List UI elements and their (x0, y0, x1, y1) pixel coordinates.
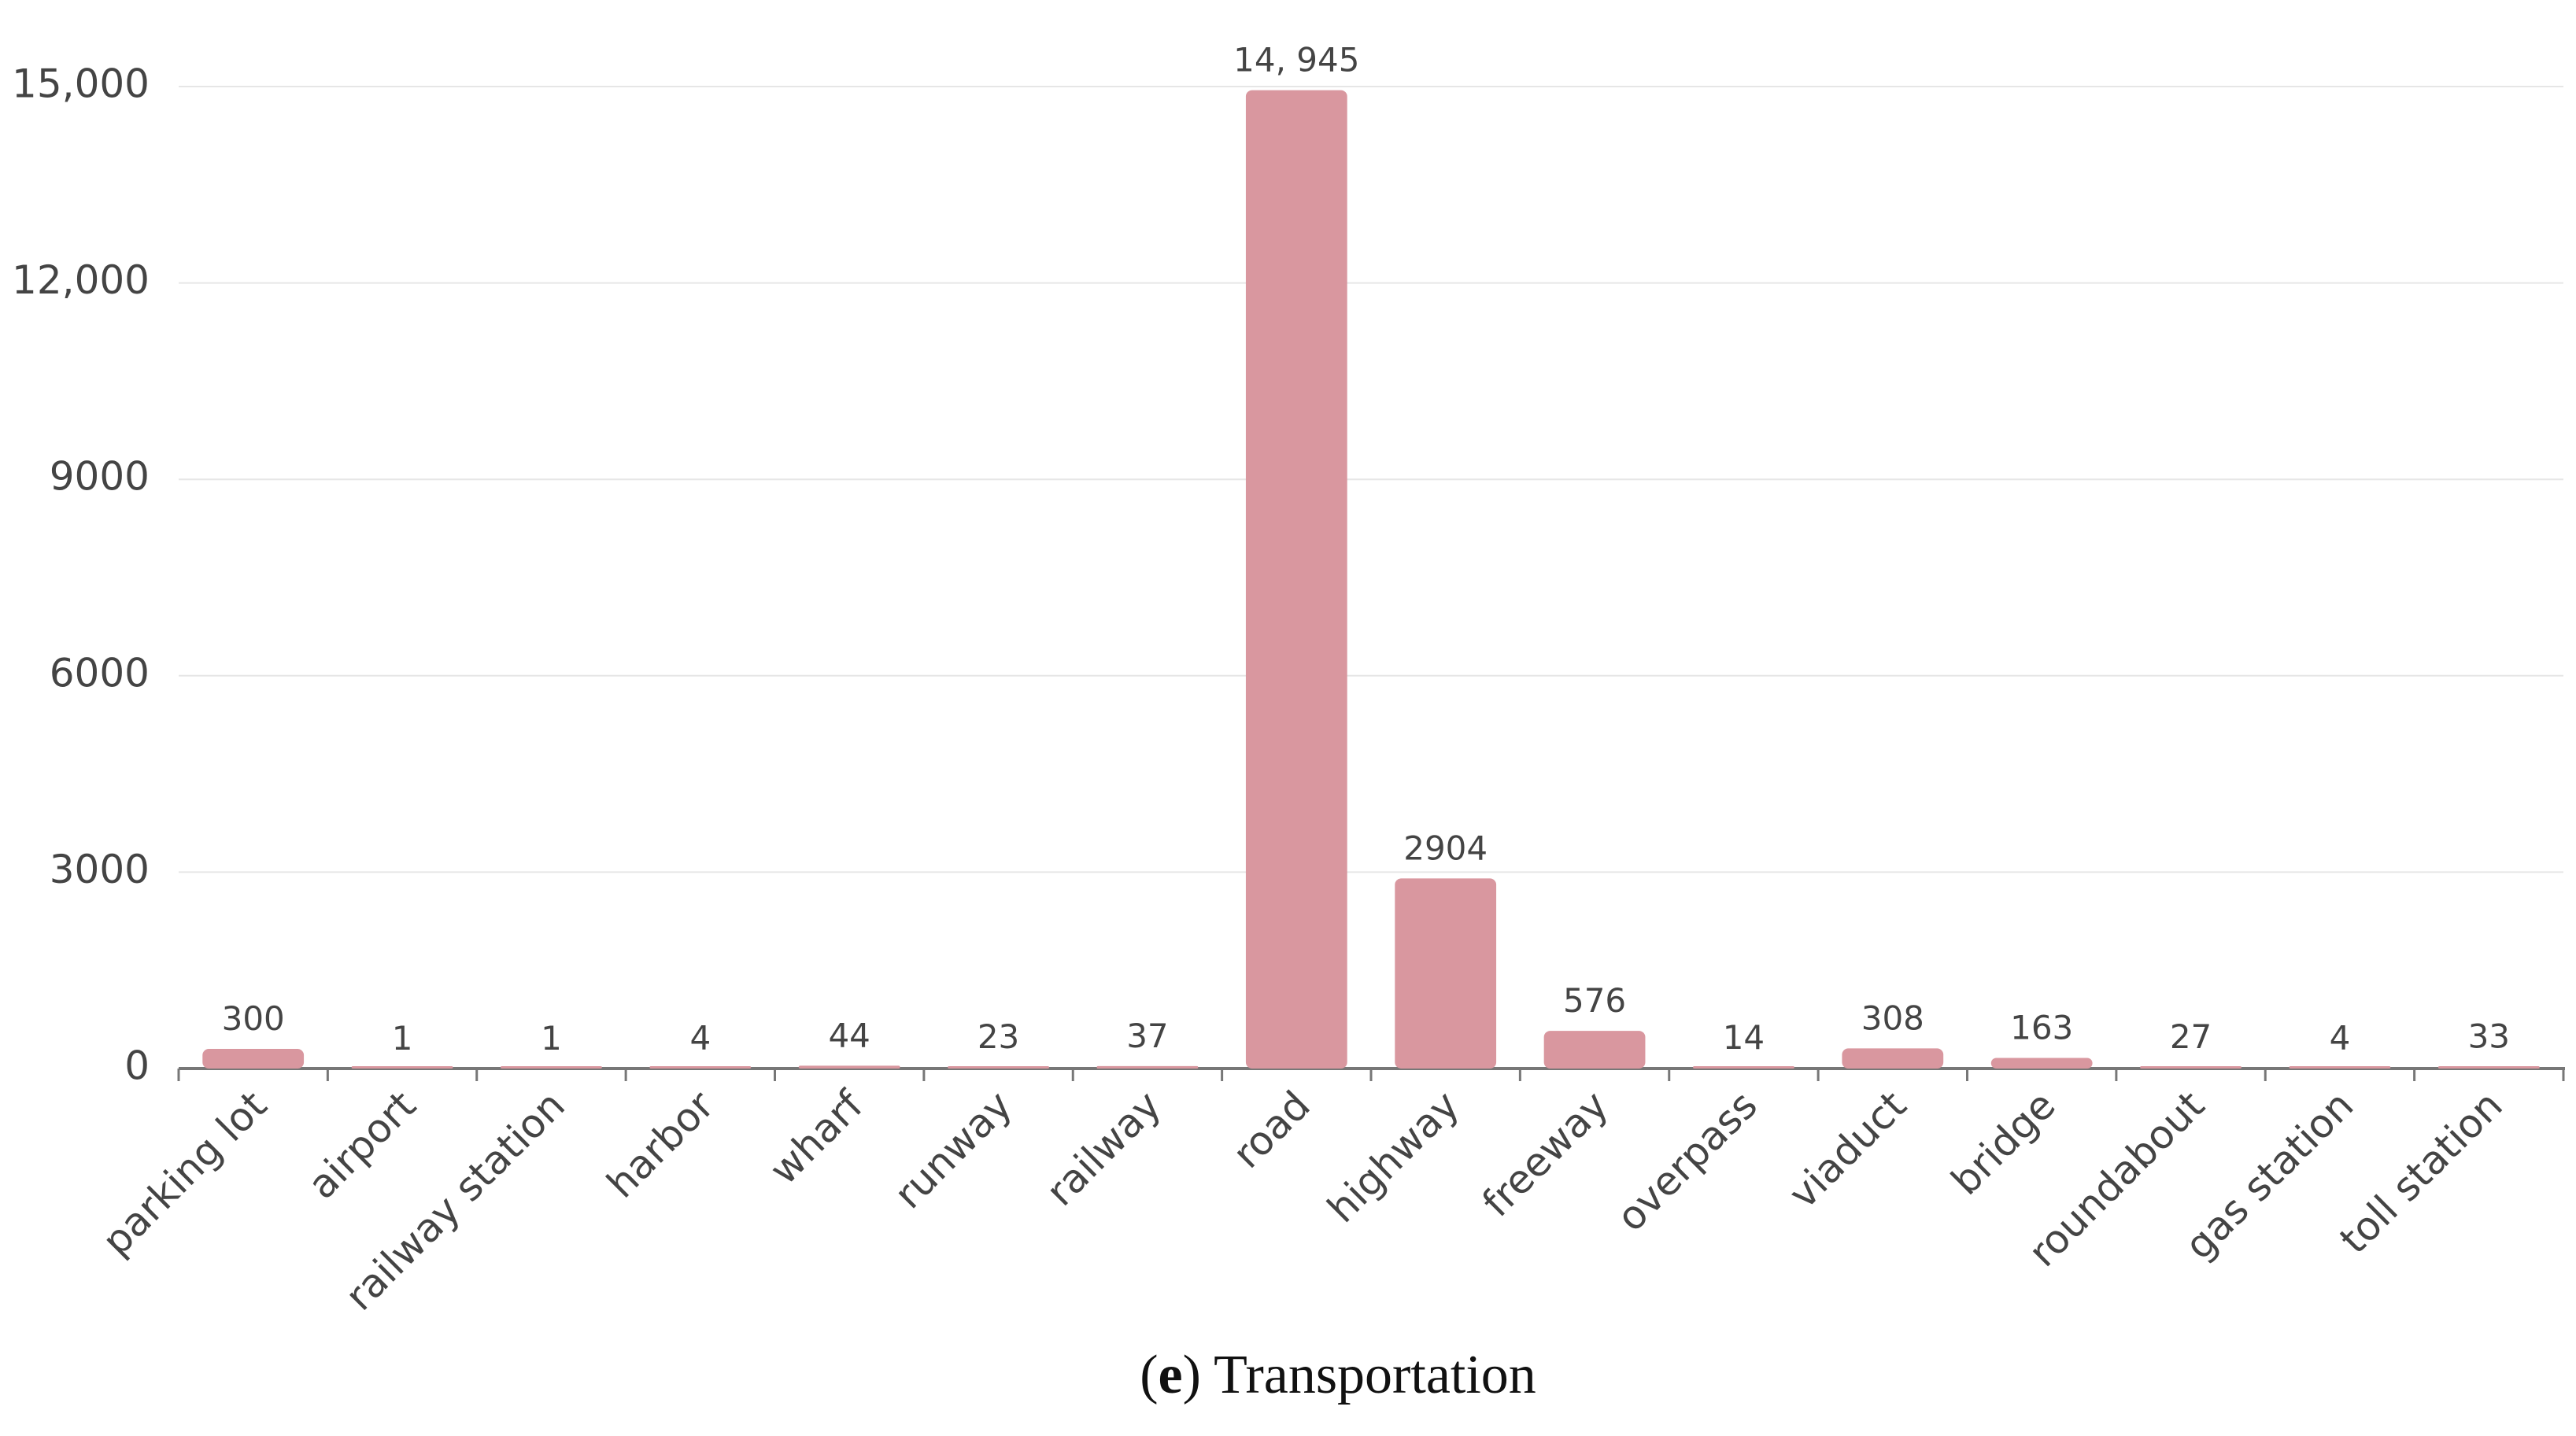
value-label: 2904 (1403, 829, 1488, 867)
bar (1693, 1066, 1794, 1069)
caption-letter: e (1159, 1345, 1183, 1405)
x-tick-label: freeway (1473, 1082, 1617, 1225)
value-label: 1 (392, 1019, 413, 1058)
x-tick-label: highway (1319, 1082, 1469, 1231)
x-tick-label: bridge (1942, 1082, 2064, 1203)
bar (1543, 1031, 1646, 1069)
x-tick-label: parking lot (94, 1082, 275, 1264)
y-tick-label: 6000 (50, 650, 150, 696)
caption: (e) Transportation (1140, 1345, 1536, 1405)
x-tick-label: road (1224, 1082, 1319, 1177)
y-tick-label: 12,000 (12, 257, 150, 303)
y-tick-label: 3000 (50, 847, 150, 892)
value-label: 14, 945 (1233, 41, 1359, 79)
x-tick-label: wharf (761, 1081, 873, 1193)
bar (501, 1066, 602, 1069)
value-label: 23 (978, 1017, 1019, 1056)
value-label: 27 (2170, 1017, 2212, 1056)
y-tick-label: 9000 (50, 454, 150, 500)
value-label: 300 (222, 999, 285, 1038)
bar (2289, 1066, 2391, 1069)
x-tick-label: toll station (2331, 1082, 2511, 1262)
caption-text: ) Transportation (1183, 1345, 1536, 1405)
x-tick-label: harbor (598, 1082, 723, 1207)
caption-open: ( (1140, 1345, 1158, 1405)
bar (1245, 90, 1347, 1069)
value-label: 44 (828, 1016, 870, 1054)
y-tick-label: 15,000 (12, 61, 150, 107)
bar (649, 1066, 752, 1069)
bar (1990, 1058, 2093, 1069)
bar (948, 1066, 1049, 1069)
bar (1096, 1065, 1199, 1069)
bar (1395, 878, 1497, 1069)
value-label: 163 (2010, 1008, 2073, 1047)
x-tick-label: runway (885, 1082, 1021, 1217)
value-label: 14 (1723, 1018, 1765, 1057)
bar (2437, 1066, 2540, 1069)
x-tick-label: railway (1037, 1082, 1170, 1214)
value-label: 1 (541, 1019, 562, 1058)
bar (1842, 1048, 1944, 1069)
bar (351, 1066, 453, 1069)
value-label: 4 (689, 1019, 711, 1058)
value-label: 4 (2330, 1019, 2351, 1058)
bar (798, 1065, 900, 1069)
x-tick-label: viaduct (1780, 1082, 1916, 1217)
value-label: 33 (2468, 1017, 2510, 1055)
bar (2140, 1066, 2242, 1069)
value-label: 37 (1126, 1017, 1168, 1055)
y-tick-label: 0 (124, 1043, 150, 1089)
value-label: 308 (1861, 999, 1924, 1037)
bar (202, 1049, 305, 1069)
x-tick-label: overpass (1608, 1082, 1766, 1240)
x-tick-label: airport (299, 1082, 425, 1208)
value-label: 576 (1563, 981, 1626, 1020)
